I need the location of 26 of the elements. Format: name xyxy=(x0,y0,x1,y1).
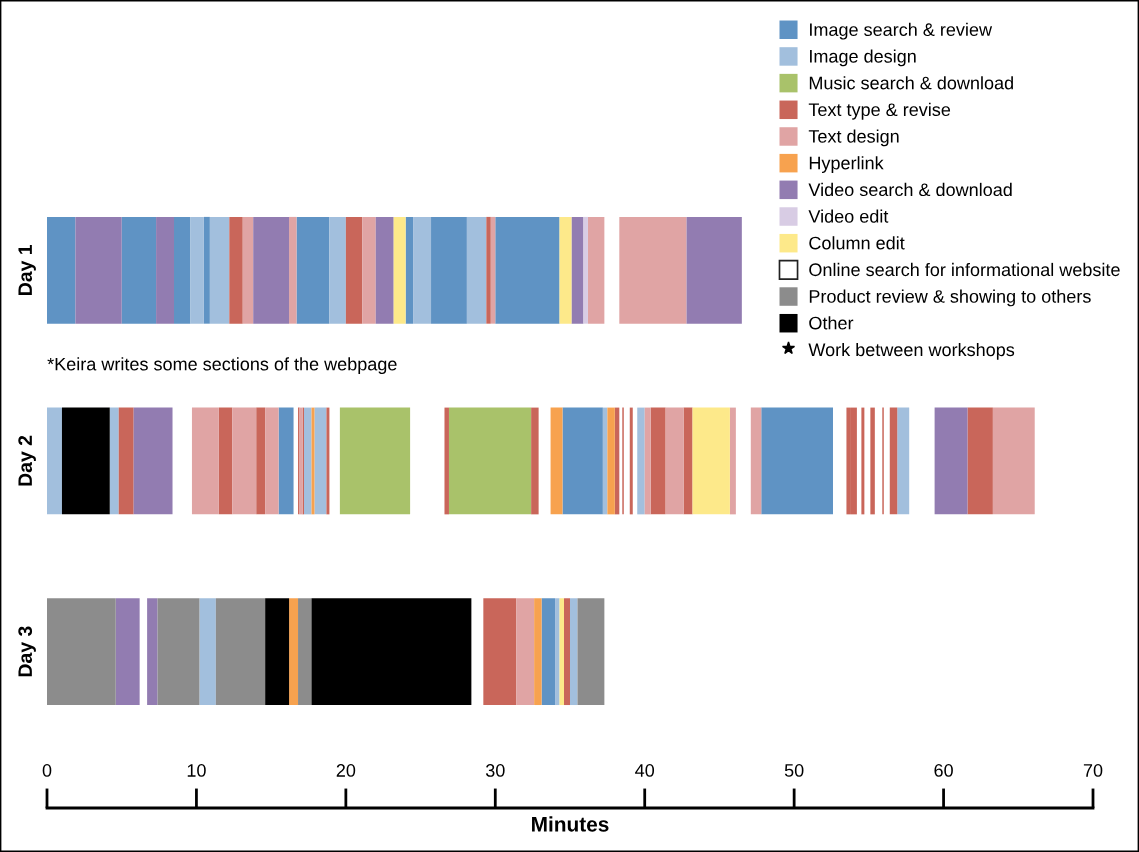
x-tick-label: 40 xyxy=(635,764,655,777)
legend-label: Image design xyxy=(810,49,916,67)
x-tick-label: 60 xyxy=(934,764,953,777)
legend-label: Product review & showing to others xyxy=(809,289,1091,307)
legend-label: Image search & review xyxy=(810,22,993,40)
x-tick-label: 0 xyxy=(42,764,52,777)
annotation: *Keira writes some sections of the webpage xyxy=(47,357,397,375)
legend-label: Video edit xyxy=(808,209,889,223)
legend-label: Text design xyxy=(808,129,899,147)
x-tick-label: 50 xyxy=(784,764,804,777)
x-tick-label: 70 xyxy=(1083,764,1103,777)
legend-label: Hyperlink xyxy=(809,156,884,173)
legend-label: Music search & download xyxy=(809,76,1013,90)
y-tick-label: Day 2 xyxy=(18,435,36,486)
legend-label: Video search & download xyxy=(808,182,1012,197)
legend-label: Work between workshops xyxy=(808,342,1015,360)
legend-label: Other xyxy=(809,316,854,330)
x-axis-title: Minutes xyxy=(532,816,609,832)
legend-label: Column edit xyxy=(809,236,905,250)
legend-label: Online search for informational website xyxy=(809,262,1120,277)
x-tick-label: 30 xyxy=(485,764,505,777)
y-tick-label: Day 3 xyxy=(18,626,36,677)
legend-label: Text type & revise xyxy=(808,102,951,120)
y-tick-label: Day 1 xyxy=(18,244,36,295)
x-tick-label: 20 xyxy=(336,764,356,777)
x-tick-label: 10 xyxy=(187,764,206,777)
